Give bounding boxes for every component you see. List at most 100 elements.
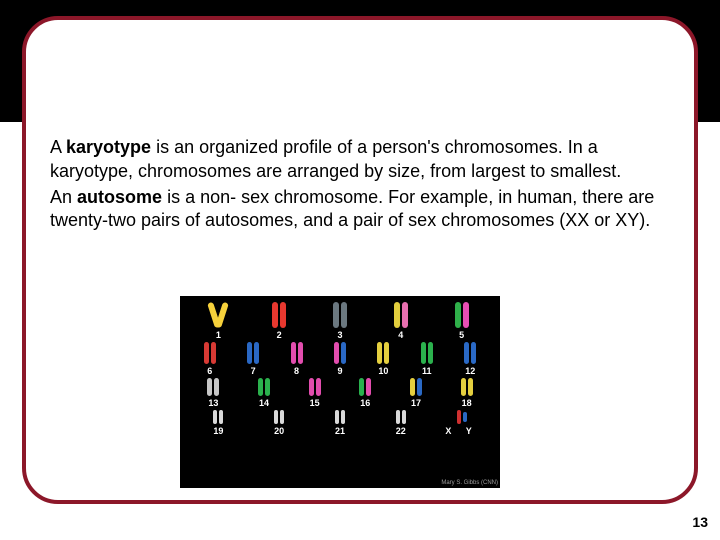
chromosome-pair: 18 — [446, 378, 488, 408]
chromosome-icon — [213, 410, 217, 424]
karyotype-row: 131415161718 — [188, 378, 492, 408]
paragraph-1: A karyotype is an organized profile of a… — [50, 136, 670, 184]
chromosome-label: 18 — [462, 398, 472, 408]
chromosome-icon — [471, 342, 476, 364]
chromosome-pair: 6 — [189, 342, 231, 376]
chromosome-pair: 20 — [258, 410, 300, 436]
chromosome-icon — [366, 378, 371, 396]
chromosome-pair-glyph — [334, 342, 346, 364]
chromosome-icon — [384, 342, 389, 364]
chromosome-label: X Y — [445, 426, 477, 436]
chromosome-pair: 21 — [319, 410, 361, 436]
p2-pre: An — [50, 187, 77, 207]
chromosome-pair-glyph — [455, 302, 469, 328]
p1-bold: karyotype — [66, 137, 151, 157]
chromosome-icon — [455, 302, 461, 328]
chromosome-label: 19 — [213, 426, 223, 436]
chromosome-icon — [214, 378, 219, 396]
chromosome-icon — [207, 378, 212, 396]
chromosome-label: 8 — [294, 366, 299, 376]
chromosome-icon — [280, 302, 286, 328]
chromosome-icon — [341, 410, 345, 424]
chromosome-icon — [216, 302, 230, 329]
chromosome-icon — [377, 342, 382, 364]
chromosome-icon — [396, 410, 400, 424]
chromosome-label: 3 — [337, 330, 342, 340]
chromosome-pair: 9 — [319, 342, 361, 376]
chromosome-icon — [298, 342, 303, 364]
chromosome-pair: 7 — [232, 342, 274, 376]
chromosome-pair: 1 — [197, 302, 239, 340]
chromosome-label: 13 — [208, 398, 218, 408]
chromosome-pair: 2 — [258, 302, 300, 340]
chromosome-pair-glyph — [335, 410, 345, 424]
p1-pre: A — [50, 137, 66, 157]
chromosome-icon — [335, 410, 339, 424]
chromosome-icon — [333, 302, 339, 328]
chromosome-pair-glyph — [457, 410, 467, 424]
chromosome-icon — [457, 410, 461, 424]
chromosome-icon — [280, 410, 284, 424]
chromosome-label: 5 — [459, 330, 464, 340]
chromosome-pair-glyph — [461, 378, 473, 396]
chromosome-pair-glyph — [211, 302, 225, 328]
chromosome-pair-glyph — [258, 378, 270, 396]
chromosome-pair: 22 — [380, 410, 422, 436]
chromosome-label: 11 — [422, 366, 432, 376]
chromosome-icon — [468, 378, 473, 396]
chromosome-icon — [464, 342, 469, 364]
chromosome-icon — [219, 410, 223, 424]
chromosome-pair: 14 — [243, 378, 285, 408]
chromosome-icon — [463, 412, 467, 422]
chromosome-pair-glyph — [274, 410, 284, 424]
chromosome-icon — [359, 378, 364, 396]
chromosome-label: 21 — [335, 426, 345, 436]
chromosome-pair-glyph — [464, 342, 476, 364]
chromosome-pair: 16 — [344, 378, 386, 408]
chromosome-pair: 10 — [362, 342, 404, 376]
chromosome-pair: 4 — [380, 302, 422, 340]
chromosome-pair-glyph — [396, 410, 406, 424]
karyotype-row: 19 20 21 22 X Y — [188, 410, 492, 436]
chromosome-icon — [341, 302, 347, 328]
figure-credit: Mary S. Gibbs (CNN) — [441, 480, 498, 486]
chromosome-icon — [421, 342, 426, 364]
chromosome-label: 2 — [277, 330, 282, 340]
chromosome-pair-glyph — [410, 378, 422, 396]
chromosome-pair: 12 — [449, 342, 491, 376]
chromosome-icon — [410, 378, 415, 396]
chromosome-label: 17 — [411, 398, 421, 408]
chromosome-icon — [341, 342, 346, 364]
chromosome-icon — [461, 378, 466, 396]
chromosome-pair-glyph — [421, 342, 433, 364]
chromosome-pair-glyph — [377, 342, 389, 364]
chromosome-pair: 8 — [276, 342, 318, 376]
chromosome-pair-glyph — [359, 378, 371, 396]
chromosome-icon — [463, 302, 469, 328]
chromosome-icon — [258, 378, 263, 396]
chromosome-icon — [316, 378, 321, 396]
chromosome-pair: 11 — [406, 342, 448, 376]
chromosome-label: 22 — [396, 426, 406, 436]
p2-bold: autosome — [77, 187, 162, 207]
chromosome-pair-glyph — [272, 302, 286, 328]
chromosome-pair: X Y — [441, 410, 483, 436]
chromosome-icon — [309, 378, 314, 396]
chromosome-icon — [428, 342, 433, 364]
chromosome-label: 12 — [465, 366, 475, 376]
chromosome-label: 4 — [398, 330, 403, 340]
chromosome-pair: 13 — [192, 378, 234, 408]
chromosome-icon — [334, 342, 339, 364]
chromosome-pair: 17 — [395, 378, 437, 408]
chromosome-icon — [402, 302, 408, 328]
chromosome-label: 14 — [259, 398, 269, 408]
chromosome-icon — [417, 378, 422, 396]
body-text: A karyotype is an organized profile of a… — [50, 136, 670, 235]
chromosome-pair-glyph — [247, 342, 259, 364]
chromosome-pair-glyph — [309, 378, 321, 396]
chromosome-icon — [247, 342, 252, 364]
chromosome-pair-glyph — [394, 302, 408, 328]
karyotype-figure: 12345678910111213141516171819202122X YMa… — [180, 296, 500, 488]
chromosome-icon — [211, 342, 216, 364]
chromosome-icon — [272, 302, 278, 328]
